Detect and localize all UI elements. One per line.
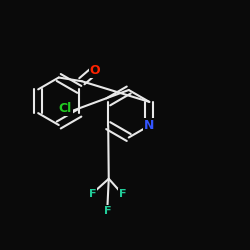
Text: N: N — [144, 119, 154, 132]
Text: F: F — [104, 206, 111, 216]
Text: O: O — [90, 64, 100, 76]
Text: F: F — [89, 189, 96, 199]
Text: Cl: Cl — [58, 102, 72, 115]
Text: F: F — [119, 189, 126, 199]
